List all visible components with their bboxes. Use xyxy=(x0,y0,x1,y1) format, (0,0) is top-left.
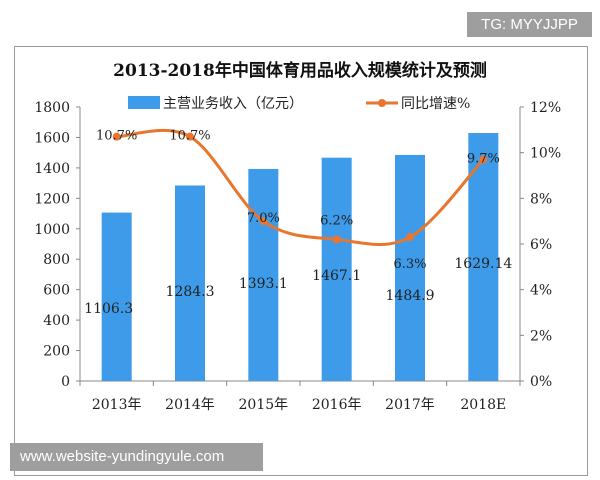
x-tick-label: 2015年 xyxy=(239,397,289,413)
bar-2014年 xyxy=(175,185,205,381)
growth-point-2017年 xyxy=(406,233,414,242)
right-tick-label: 10% xyxy=(530,146,561,162)
left-tick-label: 1200 xyxy=(34,191,70,207)
growth-point-2013年 xyxy=(112,132,121,141)
growth-point-2016年 xyxy=(332,235,341,244)
bar-2016年 xyxy=(321,157,352,381)
left-tick-label: 200 xyxy=(43,344,70,360)
growth-value-label: 6.2% xyxy=(320,213,353,228)
bar-2013年 xyxy=(101,212,132,381)
growth-point-2014年 xyxy=(186,132,194,141)
x-tick-label: 2013年 xyxy=(92,397,142,413)
right-tick-label: 12% xyxy=(530,100,561,116)
growth-point-2018E xyxy=(479,155,488,164)
bar-value-label: 1629.14 xyxy=(454,256,512,272)
left-tick-label: 1600 xyxy=(34,130,70,146)
bar-value-label: 1484.9 xyxy=(386,288,435,304)
left-tick-label: 1400 xyxy=(34,161,70,177)
bar-2017年 xyxy=(395,154,425,381)
growth-point-2015年 xyxy=(259,217,268,226)
growth-value-label: 7.0% xyxy=(247,211,280,226)
right-tick-label: 2% xyxy=(530,328,552,344)
legend-line-label: 同比增速% xyxy=(401,96,470,112)
bar-value-label: 1467.1 xyxy=(312,268,361,284)
legend-bar-swatch xyxy=(128,96,160,109)
left-tick-label: 0 xyxy=(61,374,70,390)
left-tick-label: 1800 xyxy=(34,100,70,116)
bar-value-label: 1284.3 xyxy=(166,284,215,300)
chart-title: 2013-2018年中国体育用品收入规模统计及预测 xyxy=(113,60,487,81)
watermark-tg: TG: MYYJJPP xyxy=(467,12,592,37)
legend-bar-label: 主营业务收入（亿元） xyxy=(163,96,303,112)
left-tick-label: 800 xyxy=(43,252,70,268)
x-tick-label: 2018E xyxy=(460,397,506,413)
right-tick-label: 0% xyxy=(530,374,552,390)
x-tick-label: 2017年 xyxy=(385,397,435,413)
bar-value-label: 1106.3 xyxy=(84,301,133,317)
growth-value-label: 6.3% xyxy=(393,257,426,272)
left-tick-label: 600 xyxy=(43,283,70,299)
x-tick-label: 2016年 xyxy=(312,397,362,413)
x-tick-label: 2014年 xyxy=(165,397,215,413)
legend-line-marker xyxy=(378,99,386,107)
growth-value-label: 10.7% xyxy=(96,129,137,144)
bar-2015年 xyxy=(248,168,279,381)
watermark-website: www.website-yundingyule.com xyxy=(10,443,263,471)
left-tick-label: 1000 xyxy=(34,222,70,238)
right-tick-label: 8% xyxy=(530,191,552,207)
bar-2018E xyxy=(468,133,499,381)
bar-value-label: 1393.1 xyxy=(239,276,288,292)
growth-value-label: 9.7% xyxy=(467,152,500,167)
growth-line xyxy=(116,128,485,246)
growth-value-label: 10.7% xyxy=(169,129,210,144)
left-tick-label: 400 xyxy=(43,313,70,329)
right-tick-label: 6% xyxy=(530,237,552,253)
right-tick-label: 4% xyxy=(530,283,552,299)
